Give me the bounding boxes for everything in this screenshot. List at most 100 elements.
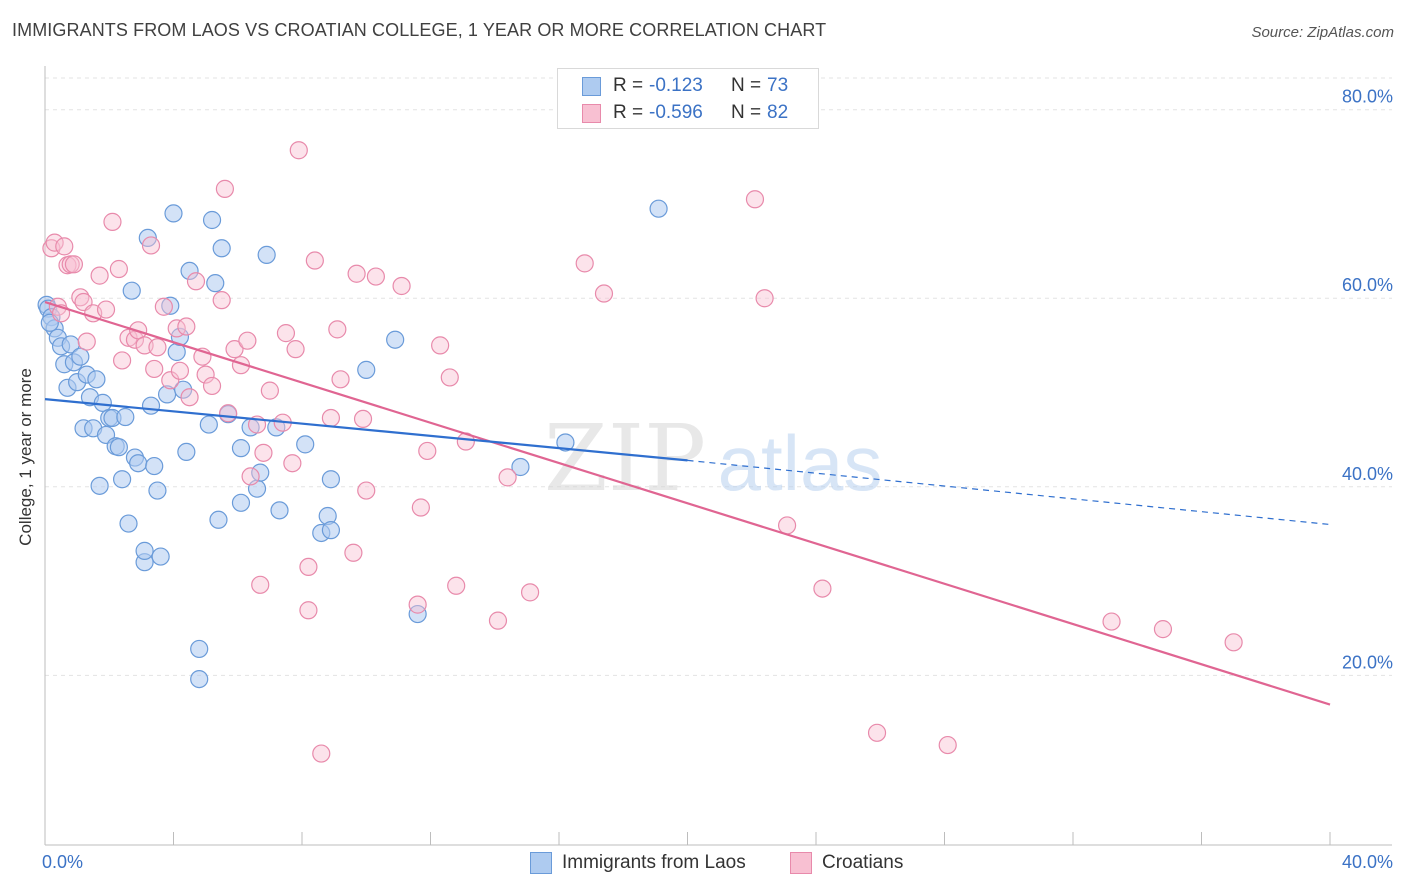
data-point-laos xyxy=(71,347,90,366)
legend-r-value: -0.123 xyxy=(649,75,703,96)
legend-label-laos: Immigrants from Laos xyxy=(562,852,746,873)
data-point-laos xyxy=(164,204,183,223)
data-point-croatians xyxy=(289,141,308,160)
data-point-croatians xyxy=(755,289,774,308)
watermark: ZIP atlas xyxy=(544,405,882,512)
x-axis-min-label: 0.0% xyxy=(42,852,84,872)
grid-lines xyxy=(45,77,1392,676)
data-point-croatians xyxy=(447,576,466,595)
legend-r-label: R = xyxy=(613,75,644,96)
data-point-croatians xyxy=(813,579,832,598)
data-point-laos xyxy=(180,261,199,281)
data-point-laos xyxy=(177,442,196,462)
data-point-croatians xyxy=(219,404,238,423)
legend-row-laos: R = -0.123 N = 73 xyxy=(582,74,788,98)
data-point-croatians xyxy=(745,190,765,209)
data-point-croatians xyxy=(286,340,305,359)
correlation-legend: R = -0.123 N = 73 R = -0.596 N = 82 xyxy=(557,68,819,129)
data-point-laos xyxy=(122,281,141,300)
data-point-croatians xyxy=(161,371,180,390)
data-point-croatians xyxy=(251,575,270,594)
data-point-laos xyxy=(209,510,228,529)
data-point-laos xyxy=(109,438,128,457)
data-point-croatians xyxy=(299,557,318,577)
data-point-laos xyxy=(408,604,427,624)
data-point-croatians xyxy=(357,481,376,500)
data-point-croatians xyxy=(241,467,260,486)
legend-n-value: 73 xyxy=(767,75,789,96)
data-point-croatians xyxy=(408,595,427,614)
data-point-croatians xyxy=(440,368,459,387)
data-point-croatians xyxy=(353,409,373,429)
legend-n-label: N = xyxy=(731,75,762,96)
data-point-laos xyxy=(386,330,405,349)
data-point-laos xyxy=(129,454,148,473)
data-point-croatians xyxy=(520,583,540,602)
series-laos-points xyxy=(37,199,668,689)
data-point-laos xyxy=(174,380,193,399)
legend-swatch-laos xyxy=(530,852,552,874)
data-point-laos xyxy=(135,541,154,560)
data-point-laos xyxy=(206,274,225,293)
data-point-laos xyxy=(321,521,341,540)
data-point-croatians xyxy=(154,297,173,316)
data-point-croatians xyxy=(186,272,206,291)
data-point-laos xyxy=(190,639,209,659)
data-point-croatians xyxy=(411,498,430,517)
data-point-croatians xyxy=(45,233,64,252)
data-point-croatians xyxy=(148,338,167,357)
data-point-croatians xyxy=(180,388,199,407)
trend-lines xyxy=(44,300,1331,706)
legend-row-croatians: R = -0.596 N = 82 xyxy=(582,101,788,125)
data-point-croatians xyxy=(225,340,244,359)
y-tick-labels: 20.0% 40.0% 60.0% 80.0% xyxy=(1342,87,1393,673)
trend-line-laos-extrapolated xyxy=(687,459,1331,526)
data-point-laos xyxy=(93,393,112,412)
data-point-laos xyxy=(119,514,138,533)
data-point-croatians xyxy=(215,179,234,198)
x-axis-max-label: 40.0% xyxy=(1341,852,1393,872)
data-point-croatians xyxy=(777,516,797,535)
data-point-croatians xyxy=(867,723,887,742)
legend-r-value: -0.596 xyxy=(649,102,703,123)
data-point-croatians xyxy=(418,441,437,461)
y-tick-label: 60.0% xyxy=(1342,275,1393,295)
y-tick-label: 20.0% xyxy=(1342,652,1393,672)
data-point-croatians xyxy=(202,376,222,396)
data-point-croatians xyxy=(212,291,231,310)
data-point-laos xyxy=(161,296,180,315)
data-point-croatians xyxy=(77,332,96,351)
data-point-laos xyxy=(202,210,222,230)
data-point-laos xyxy=(357,360,376,379)
series-croatians-points xyxy=(42,141,1243,763)
data-point-croatians xyxy=(431,336,450,355)
data-point-croatians xyxy=(305,251,324,270)
data-point-croatians xyxy=(366,267,385,286)
data-point-laos xyxy=(148,481,167,500)
legend-item-laos: Immigrants from Laos xyxy=(530,852,746,874)
legend-r-label: R = xyxy=(613,102,644,123)
data-point-croatians xyxy=(321,408,341,428)
source-label: Source: ZipAtlas.com xyxy=(1251,24,1394,41)
data-point-croatians xyxy=(260,381,279,400)
watermark-atlas: atlas xyxy=(718,419,883,507)
data-point-croatians xyxy=(299,601,318,620)
data-point-croatians xyxy=(331,370,350,389)
data-point-croatians xyxy=(347,264,366,283)
data-point-croatians xyxy=(594,284,614,303)
legend-swatch-croatians xyxy=(790,852,812,874)
data-point-croatians xyxy=(312,744,331,763)
data-point-laos xyxy=(90,476,109,495)
data-point-croatians xyxy=(145,359,164,379)
trend-line-laos xyxy=(44,398,688,462)
data-point-laos xyxy=(231,439,251,458)
data-point-croatians xyxy=(170,361,190,380)
data-point-croatians xyxy=(141,236,161,255)
data-point-laos xyxy=(649,199,668,218)
data-point-laos xyxy=(270,501,289,520)
data-point-croatians xyxy=(392,276,411,296)
legend-item-croatians: Croatians xyxy=(790,852,903,874)
data-point-croatians xyxy=(344,543,363,562)
data-point-laos xyxy=(231,493,251,512)
data-point-laos xyxy=(321,470,341,489)
